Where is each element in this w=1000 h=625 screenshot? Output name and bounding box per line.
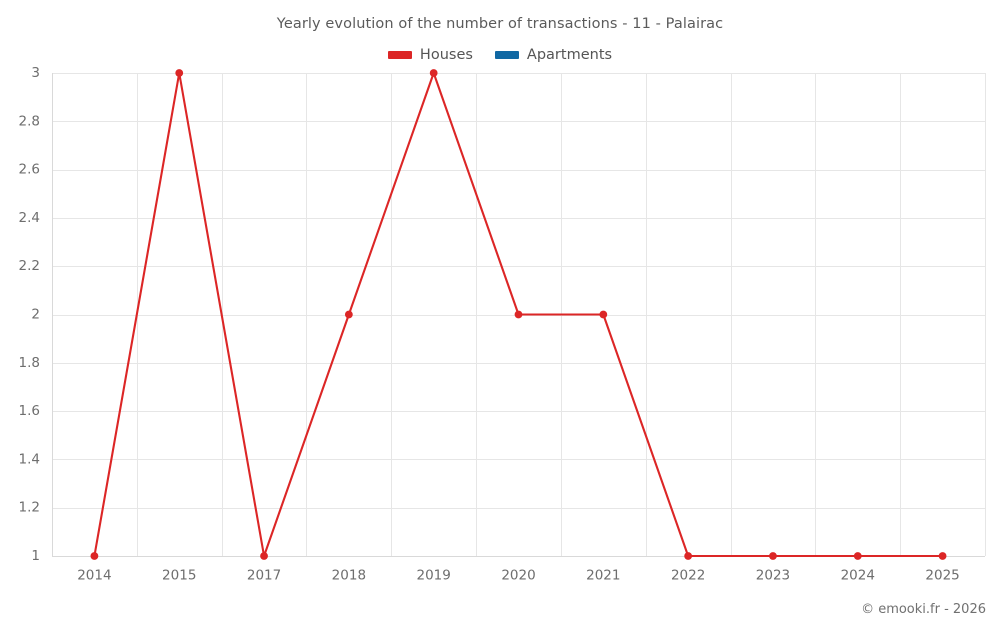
legend-label-apartments: Apartments [526, 47, 613, 63]
y-tick-label: 1.8 [19, 355, 40, 371]
data-point[interactable] [938, 552, 947, 560]
x-tick-label: 2023 [756, 568, 790, 584]
chart-title: Yearly evolution of the number of transa… [276, 16, 724, 32]
x-tick-label: 2020 [501, 568, 535, 584]
y-tick-label: 3 [31, 65, 40, 81]
y-tick-label: 1 [31, 548, 40, 564]
y-axis-tick-labels: 1 1.2 1.4 1.6 1.8 2 2.2 2.4 2.6 2.8 3 [19, 65, 40, 564]
x-tick-label: 2025 [925, 568, 959, 584]
legend-swatch-apartments [494, 51, 519, 59]
x-axis-tick-labels: 2014 2015 2017 2018 2019 2020 2021 2022 2023 2024… [77, 568, 960, 584]
y-tick-label: 2.8 [19, 113, 40, 129]
legend-item-houses[interactable]: Houses [387, 47, 473, 63]
data-point[interactable] [514, 310, 523, 319]
y-tick-label: 2 [31, 307, 40, 323]
data-point[interactable] [90, 552, 99, 560]
data-point[interactable] [429, 69, 438, 77]
legend-label-houses: Houses [419, 47, 473, 63]
data-point[interactable] [684, 552, 693, 560]
y-tick-label: 2.6 [19, 162, 40, 178]
x-tick-label: 2018 [332, 568, 366, 584]
y-tick-label: 2.2 [19, 258, 40, 274]
chart-legend: Houses Apartments [0, 45, 1000, 65]
x-tick-label: 2019 [417, 568, 451, 584]
y-tick-label: 1.6 [19, 403, 40, 419]
data-point[interactable] [260, 552, 268, 560]
data-series-layer [90, 69, 947, 560]
x-tick-label: 2017 [247, 568, 281, 584]
y-tick-label: 2.4 [19, 210, 40, 226]
y-tick-label: 1.4 [19, 451, 40, 467]
data-point[interactable] [769, 552, 777, 560]
legend-item-apartments[interactable]: Apartments [494, 47, 613, 63]
x-tick-label: 2014 [77, 568, 111, 584]
x-tick-label: 2024 [841, 568, 875, 584]
x-tick-label: 2021 [586, 568, 620, 584]
data-point[interactable] [344, 310, 353, 319]
legend-swatch-houses [387, 51, 412, 59]
data-point[interactable] [599, 310, 608, 319]
data-point[interactable] [853, 552, 862, 560]
x-tick-label: 2022 [671, 568, 705, 584]
footer-credit: © emooki.fr - 2026 [861, 602, 986, 617]
data-point[interactable] [175, 69, 184, 77]
y-tick-label: 1.2 [19, 500, 40, 516]
x-tick-label: 2015 [162, 568, 196, 584]
